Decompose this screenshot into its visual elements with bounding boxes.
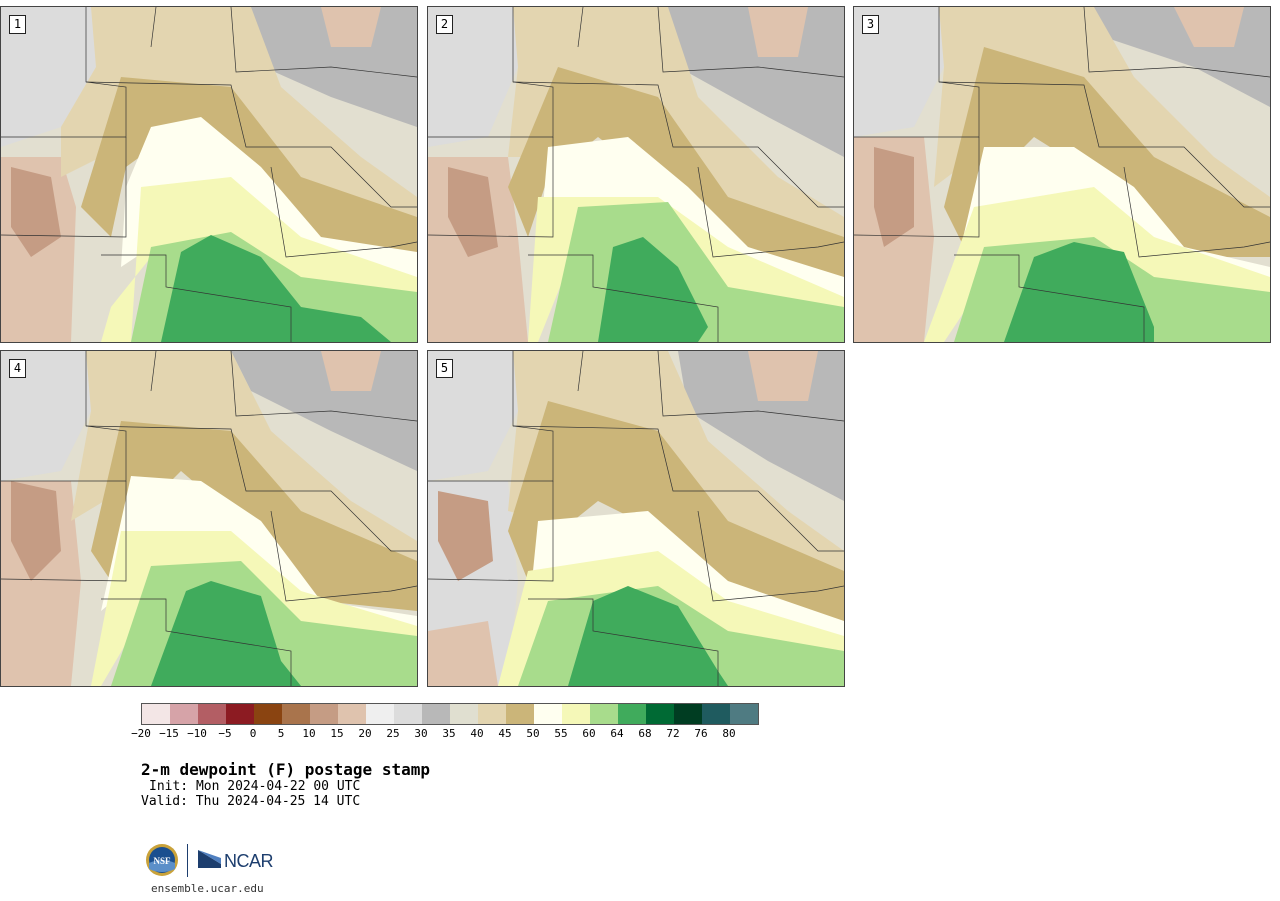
ncar-logo-icon [198,850,221,868]
colorbar-tick-label: 25 [386,727,400,740]
site-url: ensemble.ucar.edu [151,882,264,895]
colorbar-segment [226,704,254,724]
colorbar-segment [562,704,590,724]
colorbar-segment [366,704,394,724]
colorbar-tick-label: −15 [159,727,179,740]
dewpoint-map-4 [1,351,417,686]
colorbar-segment [142,704,170,724]
colorbar-segment [646,704,674,724]
colorbar-tick-label: 64 [610,727,624,740]
colorbar-segment [674,704,702,724]
colorbar-segment [310,704,338,724]
panel-number: 2 [436,15,453,34]
forecast-panel-2: 2 [427,6,845,343]
nsf-logo-icon: NSF [146,844,178,876]
dewpoint-map-2 [428,7,844,342]
dewpoint-colorbar [141,703,759,725]
colorbar-tick-label: −5 [218,727,232,740]
colorbar-segment [618,704,646,724]
valid-time: Valid: Thu 2024-04-25 14 UTC [141,794,361,809]
colorbar-tick-label: 60 [582,727,596,740]
colorbar-tick-label: 30 [414,727,428,740]
colorbar-tick-label: 76 [694,727,708,740]
colorbar-segment [394,704,422,724]
panel-number: 4 [9,359,26,378]
colorbar-tick-label: 80 [722,727,736,740]
colorbar-tick-label: 50 [526,727,540,740]
map-title: 2-m dewpoint (F) postage stamp [141,760,430,779]
forecast-panel-4: 4 [0,350,418,687]
dewpoint-map-5 [428,351,844,686]
colorbar-tick-label: 5 [277,727,285,740]
colorbar-tick-label: 72 [666,727,680,740]
colorbar-segment [170,704,198,724]
colorbar-tick-label: 55 [554,727,568,740]
colorbar-tick-label: 35 [442,727,456,740]
logo-divider [187,844,188,877]
colorbar-segment [478,704,506,724]
dewpoint-map-3 [854,7,1270,342]
colorbar-segment [702,704,730,724]
forecast-panel-1: 1 [0,6,418,343]
colorbar-tick-label: 45 [498,727,512,740]
colorbar-segment [254,704,282,724]
dewpoint-map-1 [1,7,417,342]
panel-number: 5 [436,359,453,378]
forecast-panel-3: 3 [853,6,1271,343]
forecast-panel-5: 5 [427,350,845,687]
nsf-logo-text: NSF [153,856,171,866]
colorbar-segment [422,704,450,724]
colorbar-tick-label: 40 [470,727,484,740]
colorbar-tick-label: 0 [249,727,257,740]
colorbar-ticks: −20 −15 −10 −5 0 5 10 15 20 25 30 35 40 45 50 55 60 64 68 7… [131,727,781,741]
colorbar-segment [590,704,618,724]
colorbar-tick-label: −20 [131,727,151,740]
panel-number: 1 [9,15,26,34]
colorbar-tick-label: 10 [302,727,316,740]
colorbar-segment [198,704,226,724]
colorbar-tick-label: −10 [187,727,207,740]
colorbar-segment [338,704,366,724]
ncar-logo-text: NCAR [224,851,274,871]
colorbar-segment [450,704,478,724]
colorbar-segment [730,704,758,724]
colorbar-tick-label: 15 [330,727,344,740]
colorbar-segment [282,704,310,724]
colorbar-segment [506,704,534,724]
colorbar-tick-label: 20 [358,727,372,740]
colorbar-segment [534,704,562,724]
panel-number: 3 [862,15,879,34]
init-time: Init: Mon 2024-04-22 00 UTC [149,779,361,794]
colorbar-tick-label: 68 [638,727,652,740]
